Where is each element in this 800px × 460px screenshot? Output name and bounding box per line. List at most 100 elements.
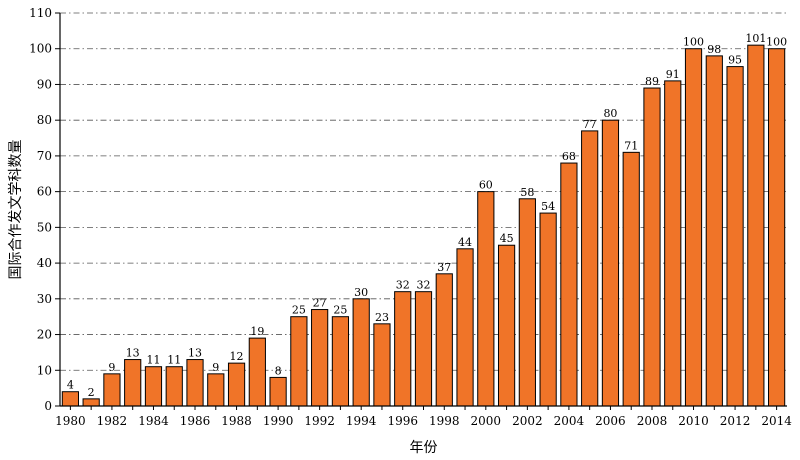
x-tick-label: 1994 [346,414,377,428]
bar-1981 [82,398,100,407]
y-tick-label: 110 [29,6,52,20]
bar-1998 [435,273,453,407]
bar-1999 [456,248,474,407]
data-label-2010: 100 [683,36,704,49]
y-tick-label: 30 [37,292,52,306]
data-label-1993: 25 [333,304,347,317]
bar-1989 [248,337,266,407]
data-label-1999: 44 [458,236,472,249]
data-label-1984: 11 [146,354,160,367]
bar-1994 [352,298,370,407]
x-tick-label: 2006 [595,414,626,428]
data-label-2014: 100 [766,36,787,49]
data-label-1986: 13 [188,347,202,360]
data-label-1990: 8 [275,364,282,377]
data-label-2008: 89 [645,75,659,88]
bar-1988 [227,362,246,407]
y-axis-title: 国际合作发文学科数量 [8,140,24,280]
data-label-2013: 101 [745,32,766,45]
x-axis-title: 年份 [410,440,438,456]
y-tick-label: 10 [37,363,52,377]
bar-2011 [705,55,723,407]
bar-1991 [290,316,308,407]
x-tick-label: 1992 [304,414,335,428]
y-tick-label: 60 [37,185,52,199]
x-tick-label: 1988 [221,414,252,428]
x-tick-label: 2002 [512,414,543,428]
data-label-1980: 4 [67,379,74,392]
bar-2006 [601,119,620,407]
bar-1990 [269,376,287,407]
bar-1982 [103,373,121,407]
x-tick-label: 1986 [180,414,211,428]
data-label-2011: 98 [707,43,721,56]
bar-2008 [643,87,661,407]
data-label-1996: 32 [396,279,410,292]
x-tick-label: 2012 [720,414,751,428]
x-tick-label: 1982 [97,414,128,428]
x-tick-label: 2014 [761,414,792,428]
bar-1986 [186,359,204,407]
data-label-1981: 2 [88,386,95,399]
data-label-2009: 91 [666,68,680,81]
x-tick-label: 1998 [429,414,460,428]
data-label-1988: 12 [230,350,244,363]
bar-2013 [747,44,765,407]
bar-2009 [664,80,682,407]
axes [55,12,787,410]
bar-2010 [684,48,703,407]
bar-2012 [726,66,744,407]
y-tick-label: 20 [37,328,52,342]
data-label-2004: 68 [562,150,576,163]
bar-1983 [124,359,142,407]
bar-1985 [165,366,183,407]
y-tick-label: 100 [29,42,52,56]
bar-2014 [768,48,786,407]
x-tick-label: 1980 [55,414,86,428]
data-label-2000: 60 [479,179,493,192]
bar-1992 [311,309,329,407]
bar-1996 [394,291,412,407]
y-tick-label: 0 [44,399,52,413]
x-tick-label: 1996 [387,414,418,428]
bar-2001 [497,244,516,407]
bar-1987 [207,373,225,407]
bar-2007 [622,151,640,407]
y-tick-label: 40 [37,256,52,270]
data-label-2005: 77 [583,118,597,131]
bar-2002 [518,198,536,407]
y-tick-label: 90 [37,77,52,91]
x-tick-label: 2010 [678,414,709,428]
x-tick-label: 2004 [554,414,585,428]
bar-1980 [61,391,79,407]
bar-2000 [477,191,495,407]
x-tick-label: 1984 [138,414,169,428]
x-tick-label: 1990 [263,414,294,428]
bar-1993 [331,316,350,407]
data-label-2012: 95 [728,54,742,67]
bar-2003 [539,212,557,407]
bars [61,44,786,407]
data-label-2007: 71 [624,139,638,152]
bar-1995 [373,323,391,407]
bar-2004 [560,162,578,407]
data-label-1998: 37 [437,261,451,274]
data-label-2002: 58 [520,186,534,199]
data-label-1991: 25 [292,304,306,317]
data-label-1982: 9 [108,361,115,374]
x-tick-label: 2000 [471,414,502,428]
data-label-1992: 27 [313,297,327,310]
bar-1984 [144,366,163,407]
y-tick-label: 70 [37,149,52,163]
data-label-1985: 11 [167,354,181,367]
data-label-1989: 19 [250,325,264,338]
data-label-2003: 54 [541,200,555,213]
y-tick-label: 50 [37,220,52,234]
data-label-1995: 23 [375,311,389,324]
data-label-2001: 45 [500,232,514,245]
bar-2005 [581,130,599,407]
